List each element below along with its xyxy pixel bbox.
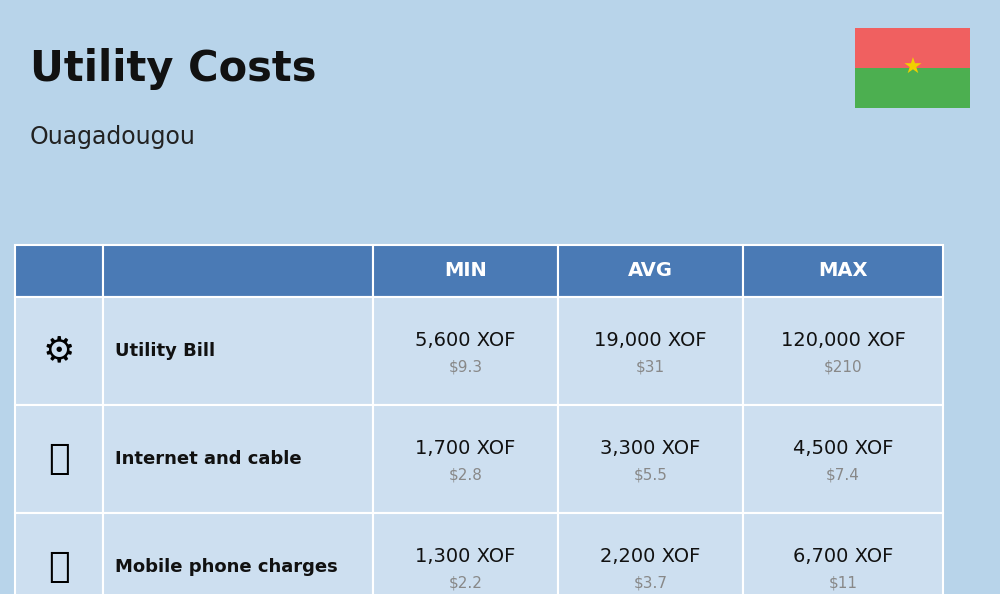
Text: $210: $210 (824, 359, 862, 374)
Text: $5.5: $5.5 (634, 467, 667, 482)
Text: Mobile phone charges: Mobile phone charges (115, 558, 338, 576)
Text: 3,300 XOF: 3,300 XOF (600, 440, 701, 459)
Text: $11: $11 (828, 576, 858, 590)
Text: 1,300 XOF: 1,300 XOF (415, 548, 516, 567)
Text: ★: ★ (902, 58, 922, 78)
Text: MAX: MAX (818, 261, 868, 280)
Text: 2,200 XOF: 2,200 XOF (600, 548, 701, 567)
Text: Utility Bill: Utility Bill (115, 342, 215, 360)
Bar (15, 245, 103, 297)
Bar (15, 405, 103, 513)
Text: Internet and cable: Internet and cable (115, 450, 302, 468)
Text: AVG: AVG (628, 261, 673, 280)
Bar (855, 68, 970, 108)
Bar (743, 245, 943, 297)
Text: $9.3: $9.3 (448, 359, 483, 374)
Bar (373, 513, 558, 594)
Bar (103, 245, 373, 297)
Text: $7.4: $7.4 (826, 467, 860, 482)
Text: $3.7: $3.7 (634, 576, 668, 590)
Text: 📱: 📱 (48, 550, 70, 584)
Bar (558, 513, 743, 594)
Bar (558, 245, 743, 297)
Bar (373, 245, 558, 297)
Bar (373, 405, 558, 513)
Bar (558, 405, 743, 513)
Text: 6,700 XOF: 6,700 XOF (793, 548, 893, 567)
Text: 120,000 XOF: 120,000 XOF (781, 331, 905, 350)
Bar (743, 405, 943, 513)
Text: 5,600 XOF: 5,600 XOF (415, 331, 516, 350)
Text: $31: $31 (636, 359, 665, 374)
Bar (373, 297, 558, 405)
Text: 19,000 XOF: 19,000 XOF (594, 331, 707, 350)
Bar (103, 513, 373, 594)
Text: Ouagadougou: Ouagadougou (30, 125, 196, 149)
Text: 4,500 XOF: 4,500 XOF (793, 440, 893, 459)
Bar (15, 513, 103, 594)
Bar (743, 297, 943, 405)
Bar (558, 297, 743, 405)
Text: MIN: MIN (444, 261, 487, 280)
Text: 📶: 📶 (48, 442, 70, 476)
Text: $2.8: $2.8 (449, 467, 482, 482)
Bar (15, 297, 103, 405)
Bar (855, 28, 970, 68)
Bar (743, 513, 943, 594)
Bar (103, 297, 373, 405)
Bar (103, 405, 373, 513)
Text: ⚙️: ⚙️ (43, 334, 75, 368)
Text: 1,700 XOF: 1,700 XOF (415, 440, 516, 459)
Text: $2.2: $2.2 (449, 576, 482, 590)
Text: Utility Costs: Utility Costs (30, 48, 316, 90)
